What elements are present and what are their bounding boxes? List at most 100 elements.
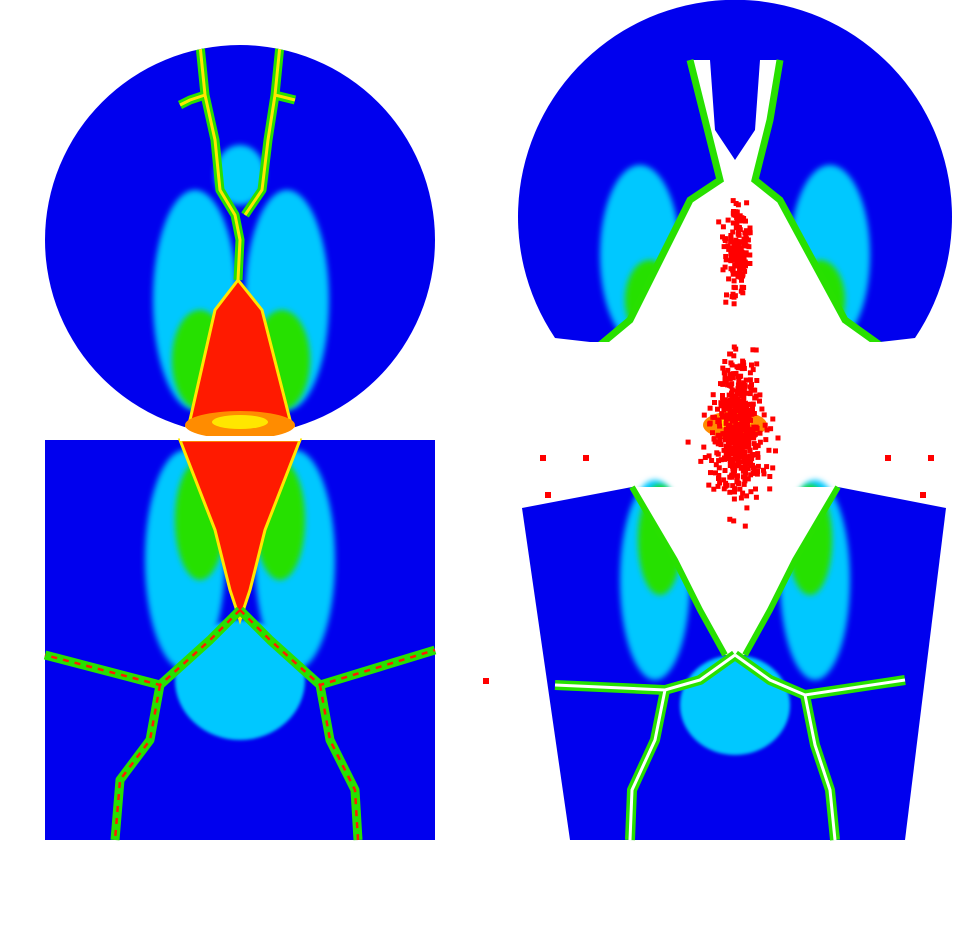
debris-particle bbox=[718, 457, 724, 463]
debris-particle bbox=[735, 396, 740, 402]
debris-particle bbox=[720, 381, 726, 387]
debris-particle bbox=[685, 439, 691, 445]
debris-particle bbox=[715, 483, 721, 489]
debris-particle bbox=[724, 430, 730, 436]
debris-particle bbox=[735, 480, 741, 486]
debris-particle bbox=[754, 361, 760, 367]
debris-particle bbox=[764, 427, 770, 433]
debris-particle bbox=[728, 266, 734, 272]
debris-particle bbox=[722, 468, 728, 473]
debris-particle bbox=[734, 476, 740, 482]
debris-particle bbox=[761, 412, 767, 418]
debris-particle bbox=[749, 456, 755, 462]
debris-particle bbox=[740, 273, 746, 279]
debris-particle bbox=[731, 496, 737, 502]
debris-particle bbox=[731, 371, 737, 377]
debris-particle bbox=[723, 400, 729, 405]
debris-particle bbox=[757, 439, 763, 445]
debris-particle bbox=[755, 469, 761, 474]
debris-particle bbox=[730, 375, 736, 381]
debris-particle bbox=[741, 241, 747, 247]
debris-particle bbox=[736, 421, 742, 427]
debris-particle bbox=[731, 301, 737, 307]
debris-particle bbox=[733, 420, 739, 426]
debris-particle bbox=[754, 471, 760, 477]
debris-particle bbox=[707, 405, 713, 411]
debris-particle bbox=[740, 290, 746, 296]
debris-particle bbox=[748, 489, 754, 495]
debris-particle bbox=[731, 429, 737, 435]
debris-particle bbox=[729, 418, 735, 424]
debris-particle bbox=[742, 433, 747, 439]
debris-particle bbox=[736, 256, 742, 262]
debris-particle bbox=[545, 492, 551, 498]
debris-particle bbox=[740, 474, 746, 480]
debris-particle bbox=[715, 451, 721, 457]
debris-particle bbox=[726, 454, 732, 460]
debris-particle bbox=[711, 436, 717, 442]
debris-particle bbox=[751, 465, 756, 471]
debris-particle bbox=[717, 480, 723, 486]
debris-particle bbox=[736, 243, 742, 249]
debris-particle bbox=[744, 435, 750, 441]
debris-particle bbox=[733, 212, 739, 218]
debris-particle bbox=[725, 367, 731, 373]
debris-particle bbox=[723, 254, 729, 259]
debris-particle bbox=[757, 392, 763, 398]
debris-particle bbox=[764, 464, 770, 470]
debris-particle bbox=[713, 462, 719, 468]
debris-particle bbox=[737, 374, 742, 379]
debris-particle bbox=[744, 410, 750, 416]
debris-particle bbox=[706, 453, 712, 459]
debris-particle bbox=[744, 419, 750, 425]
debris-particle bbox=[707, 420, 713, 426]
debris-particle bbox=[747, 370, 753, 376]
debris-particle bbox=[767, 486, 773, 492]
debris-particle bbox=[729, 472, 735, 478]
debris-particle bbox=[583, 455, 589, 461]
debris-particle bbox=[726, 439, 732, 444]
debris-particle bbox=[734, 209, 740, 215]
debris-particle bbox=[757, 398, 762, 404]
debris-particle bbox=[744, 454, 749, 460]
debris-particle bbox=[733, 427, 738, 432]
debris-particle bbox=[729, 438, 735, 444]
debris-particle bbox=[741, 285, 747, 290]
debris-particle bbox=[920, 492, 926, 498]
debris-particle bbox=[710, 392, 716, 398]
debris-particle bbox=[727, 376, 733, 382]
debris-particle bbox=[720, 224, 726, 230]
debris-particle bbox=[723, 257, 729, 263]
debris-particle bbox=[736, 435, 742, 441]
debris-particle bbox=[712, 400, 717, 405]
debris-particle bbox=[739, 215, 745, 221]
debris-particle bbox=[736, 405, 742, 411]
debris-particle bbox=[735, 399, 741, 405]
debris-particle bbox=[741, 416, 747, 422]
debris-particle bbox=[751, 441, 757, 447]
debris-particle bbox=[729, 239, 735, 245]
debris-particle bbox=[755, 454, 761, 460]
debris-particle bbox=[725, 243, 731, 249]
debris-particle bbox=[732, 432, 738, 438]
debris-particle bbox=[763, 437, 769, 443]
debris-particle bbox=[732, 489, 737, 495]
debris-particle bbox=[725, 447, 731, 453]
debris-particle bbox=[740, 399, 746, 405]
debris-particle bbox=[736, 415, 742, 421]
debris-particle bbox=[743, 470, 748, 476]
debris-particle bbox=[761, 471, 767, 477]
debris-particle bbox=[721, 370, 727, 376]
debris-particle bbox=[739, 449, 745, 455]
debris-particle bbox=[752, 452, 758, 458]
debris-particle bbox=[712, 414, 717, 420]
debris-particle bbox=[738, 239, 744, 245]
debris-particle bbox=[747, 377, 753, 383]
debris-particle bbox=[748, 462, 754, 468]
debris-particle bbox=[716, 465, 722, 471]
debris-particle bbox=[727, 422, 733, 428]
debris-particle bbox=[717, 437, 723, 443]
debris-particle bbox=[715, 406, 720, 412]
right-block-void bbox=[632, 487, 838, 655]
debris-particle bbox=[755, 451, 761, 457]
